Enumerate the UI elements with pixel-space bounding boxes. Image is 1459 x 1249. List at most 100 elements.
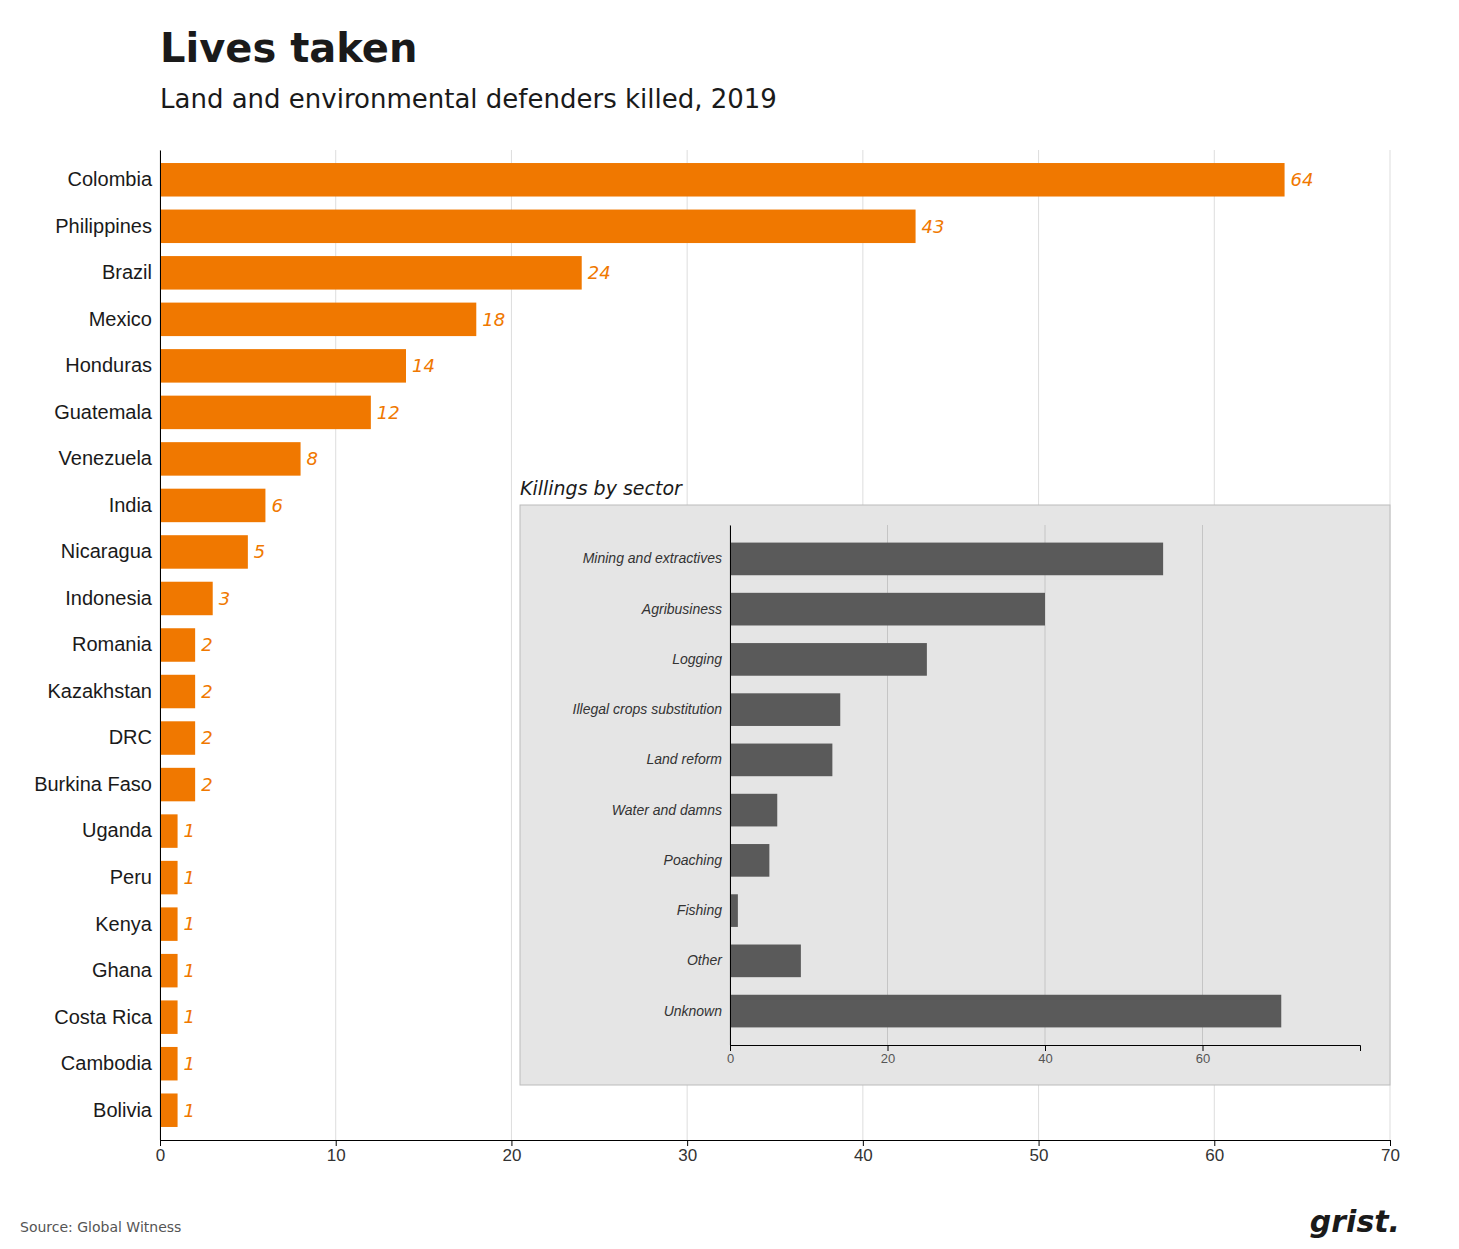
bar [160,303,476,336]
x-axis: 0204060 [727,1045,1361,1066]
chart-1: 0204060Mining and extractivesAgribusines… [573,525,1361,1066]
bar [160,1000,178,1033]
y-tick-label: Indonesia [65,587,153,609]
x-tick: 40 [854,1140,873,1165]
title: Lives taken [160,25,417,71]
y-tick-label: Bolivia [93,1099,153,1121]
y-tick-label: Ghana [92,959,153,981]
data-label: 6 [271,495,282,516]
bar [730,945,801,978]
bar [730,995,1281,1028]
data-label: 8 [307,448,318,469]
data-label: 1 [184,1053,195,1074]
y-tick: Bolivia [93,1099,153,1121]
x-tick-label: 60 [1205,1146,1224,1165]
grid-line [730,525,731,1045]
y-tick-label: Brazil [102,261,152,283]
y-tick: Other [687,952,723,968]
x-axis-line [731,1046,1361,1052]
annotations: Source: Global Witnessgrist. [20,1204,1400,1239]
x-tick-label: 70 [1381,1146,1400,1165]
x-tick-mark [888,1045,889,1051]
x-tick: 0 [727,1045,734,1066]
bar [160,489,265,522]
chart-root: Lives taken Land and environmental defend… [0,0,1459,1249]
bar [160,582,213,615]
y-tick-label: Agribusiness [641,601,722,617]
y-tick-label: India [109,494,153,516]
bar [160,210,916,243]
y-tick: Guatemala [54,401,153,423]
bar [730,894,738,927]
inset: Killings by sector0204060Mining and extr… [520,477,1390,1085]
data-label: 24 [588,262,611,283]
bar [160,396,371,429]
x-tick: 10 [327,1140,346,1165]
y-tick-label: Fishing [677,902,722,918]
y-tick: Logging [672,651,722,667]
y-tick-label: Mexico [89,308,152,330]
bar [730,693,840,726]
chart-0: 6443241814128653222211111110102030405060… [34,150,1400,1165]
data-label: 2 [201,774,212,795]
x-tick-label: 40 [1038,1051,1052,1066]
data-label: 2 [201,634,212,655]
y-tick: Colombia [68,168,153,190]
y-axis: Mining and extractives Agribusiness Loggin… [573,526,731,1046]
y-tick-label: Land reform [647,751,723,767]
y-tick: Kenya [95,913,153,935]
y-tick-label: Mining and extractives [583,550,722,566]
data-label: 1 [184,960,195,981]
x-tick-mark [730,1045,731,1051]
bar [160,628,195,661]
x-tick: 50 [1030,1140,1049,1165]
y-tick-label: DRC [109,726,152,748]
data-label: 1 [184,913,195,934]
y-tick: DRC [109,726,152,748]
grid-line [335,150,336,1140]
bar [160,349,406,382]
bar [730,543,1163,576]
data-label: 43 [922,216,945,237]
y-tick-label: Cambodia [61,1052,153,1074]
y-tick-label: Water and damns [612,802,722,818]
y-tick-label: Honduras [65,354,152,376]
y-tick: Mining and extractives [583,550,722,566]
bar [160,721,195,754]
y-tick: India [109,494,153,516]
y-tick: Mexico [89,308,152,330]
inset-title: Killings by sector [520,477,683,499]
inset-background [520,505,1390,1085]
data-label: 12 [377,402,400,423]
x-tick: 60 [1205,1140,1224,1165]
bar [160,907,178,940]
y-tick-label: Other [687,952,723,968]
x-tick-label: 40 [854,1146,873,1165]
y-tick-label: Philippines [55,215,152,237]
x-tick-label: 20 [502,1146,521,1165]
y-tick-label: Colombia [68,168,153,190]
x-tick: 70 [1381,1140,1400,1165]
x-tick: 20 [881,1045,895,1066]
data-label: 1 [184,867,195,888]
y-tick: Poaching [664,852,723,868]
bar [160,442,301,475]
grid-line [160,150,161,1140]
y-tick-label: Nicaragua [61,540,153,562]
y-tick-label: Illegal crops substitution [573,701,723,717]
bar [160,163,1285,196]
subtitle: Land and environmental defenders killed,… [160,84,777,114]
y-tick-label: Guatemala [54,401,153,423]
data-label: 2 [201,681,212,702]
bar [160,675,195,708]
y-tick: Burkina Faso [34,773,152,795]
y-tick-label: Logging [672,651,722,667]
x-tick: 20 [502,1140,521,1165]
y-tick: Uganda [82,819,153,841]
y-tick-label: Peru [110,866,152,888]
x-tick: 40 [1038,1045,1052,1066]
y-tick: Water and damns [612,802,722,818]
bar [730,593,1045,626]
y-tick: Kazakhstan [47,680,152,702]
data-label: 1 [184,1100,195,1121]
